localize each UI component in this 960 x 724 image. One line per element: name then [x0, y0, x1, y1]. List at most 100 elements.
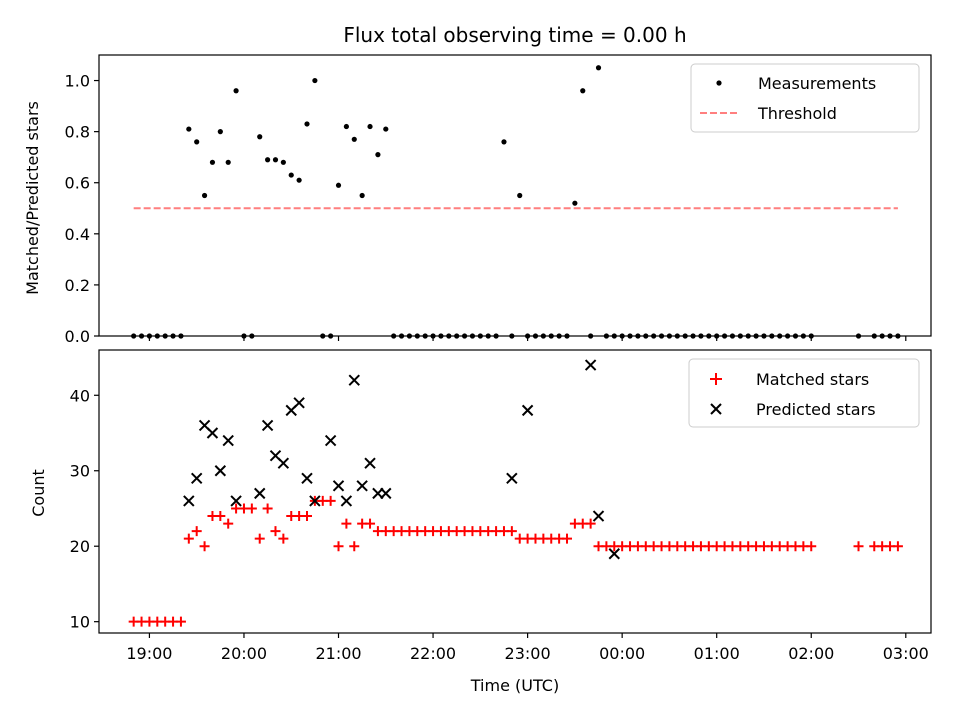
matched-star-point	[325, 495, 336, 506]
matched-star-point	[191, 526, 202, 537]
count-x-tick-label: 23:00	[505, 644, 551, 663]
predicted-stars-points	[183, 359, 620, 560]
count-y-tick-label: 30	[70, 462, 90, 481]
matched-star-point	[270, 526, 281, 537]
measurement-point	[375, 152, 381, 158]
count-x-tick-label: 21:00	[315, 644, 361, 663]
predicted-star-point	[301, 472, 313, 485]
count-x-tick-label: 19:00	[126, 644, 172, 663]
predicted-star-point	[332, 480, 345, 492]
predicted-star-point	[190, 472, 203, 485]
predicted-star-point	[506, 472, 518, 485]
ratio-y-tick-label: 1.0	[65, 72, 90, 91]
matched-star-point	[333, 541, 344, 552]
measurement-point	[312, 77, 318, 84]
predicted-star-point	[584, 359, 597, 371]
count-x-tick-label: 02:00	[788, 644, 834, 663]
legend-matched-label: Matched stars	[756, 370, 869, 389]
measurement-point	[580, 88, 586, 94]
measurement-point	[233, 88, 239, 94]
measurement-point	[272, 157, 279, 163]
legend-predicted-label: Predicted stars	[756, 400, 876, 419]
predicted-star-point	[309, 495, 321, 507]
matched-star-point	[341, 518, 352, 529]
predicted-star-point	[261, 419, 274, 432]
ratio-y-tick-label: 0.4	[65, 225, 90, 244]
matched-star-point	[278, 533, 289, 544]
count-y-tick-label: 40	[70, 386, 90, 405]
count-y-tick-label: 20	[70, 537, 90, 556]
predicted-star-point	[364, 457, 376, 469]
chart-title: Flux total observing time = 0.00 h	[343, 23, 686, 47]
matched-star-point	[892, 541, 903, 552]
legend-predicted-marker	[710, 403, 722, 415]
count-x-tick-label: 22:00	[410, 644, 456, 663]
measurement-point	[335, 182, 342, 188]
measurement-point	[209, 159, 216, 165]
measurement-point	[304, 121, 310, 127]
matched-star-point	[806, 541, 817, 552]
ratio-panel: Flux total observing time = 0.00 h 0.0 0.…	[23, 23, 932, 346]
ratio-y-tick-label: 0.8	[65, 123, 90, 142]
matched-star-point	[246, 503, 257, 514]
matched-star-point	[223, 518, 234, 529]
matched-star-point	[585, 518, 596, 529]
count-x-tick-label: 01:00	[694, 644, 740, 663]
matched-stars-points	[128, 495, 903, 627]
ratio-y-tick-label: 0.0	[65, 327, 90, 346]
ratio-legend: Measurements Threshold	[690, 63, 920, 133]
measurement-point	[280, 159, 286, 165]
measurement-point	[351, 136, 357, 142]
measurement-point	[343, 123, 349, 130]
count-y-ticks: 10 20 30 40	[70, 386, 99, 632]
ratio-y-tick-label: 0.6	[65, 174, 90, 193]
matched-star-point	[175, 616, 186, 627]
measurement-point	[501, 139, 507, 145]
measurement-point	[265, 157, 271, 163]
predicted-star-point	[340, 495, 353, 507]
predicted-star-point	[254, 487, 266, 500]
measurement-point	[367, 123, 373, 130]
measurement-point	[186, 126, 192, 132]
predicted-star-point	[183, 495, 195, 507]
predicted-star-point	[206, 427, 219, 439]
predicted-star-point	[277, 457, 290, 469]
matched-star-point	[254, 533, 265, 544]
measurement-point	[225, 159, 231, 165]
measurement-point	[572, 200, 578, 206]
legend-matched-marker	[710, 373, 722, 385]
predicted-star-point	[293, 397, 305, 409]
ratio-x-ticks	[148, 336, 907, 341]
matched-star-point	[365, 518, 376, 529]
measurement-point	[517, 192, 523, 199]
predicted-star-point	[356, 480, 368, 492]
count-legend: Matched stars Predicted stars	[688, 358, 920, 428]
matched-star-point	[183, 533, 194, 544]
count-x-tick-label: 03:00	[883, 644, 929, 663]
measurement-point	[194, 139, 200, 145]
measurement-point	[201, 192, 208, 199]
count-x-tick-label: 20:00	[221, 644, 267, 663]
count-plot-frame	[98, 349, 932, 634]
count-legend-box	[688, 358, 920, 428]
matched-star-point	[262, 503, 273, 514]
measurement-point	[296, 177, 302, 183]
ratio-plot-frame	[98, 54, 932, 337]
matched-star-point	[853, 541, 864, 552]
count-y-tick-label: 10	[70, 613, 90, 632]
ratio-y-axis-label: Matched/Predicted stars	[23, 101, 42, 295]
count-x-tick-label: 00:00	[599, 644, 645, 663]
predicted-star-point	[592, 510, 605, 522]
ratio-legend-box	[690, 63, 920, 133]
predicted-star-point	[230, 495, 242, 507]
measurement-point	[359, 192, 365, 199]
predicted-star-point	[324, 434, 337, 447]
predicted-star-point	[214, 465, 227, 477]
legend-measurements-label: Measurements	[758, 74, 876, 93]
predicted-star-point	[348, 374, 360, 386]
matched-star-point	[349, 541, 360, 552]
measurement-point	[257, 134, 263, 140]
predicted-star-point	[608, 548, 620, 560]
measurement-point	[217, 129, 223, 135]
